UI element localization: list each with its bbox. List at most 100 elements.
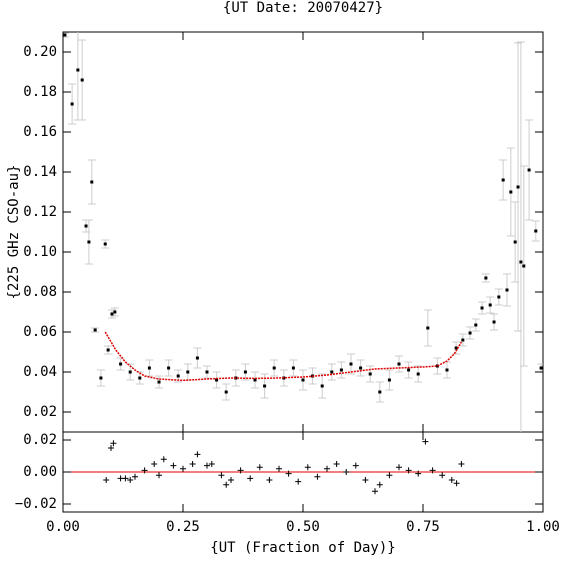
chart-title: {UT Date: 20070427} xyxy=(223,0,383,16)
data-point xyxy=(157,380,161,384)
residual-point xyxy=(189,461,196,467)
residual-point xyxy=(151,461,158,467)
data-point xyxy=(63,33,67,37)
residual-point xyxy=(204,462,210,469)
data-point xyxy=(106,348,110,352)
x-tick-label: 0.75 xyxy=(406,519,440,535)
data-point xyxy=(195,356,199,360)
data-point xyxy=(397,362,401,366)
residual-point xyxy=(362,477,369,483)
y-tick-label: 0.02 xyxy=(23,432,57,448)
x-tick-label: 0.00 xyxy=(46,519,80,535)
y-tick-label: 0.12 xyxy=(23,204,57,220)
data-point xyxy=(519,260,523,264)
data-point xyxy=(454,346,458,350)
residual-point xyxy=(228,477,234,483)
residual-point xyxy=(376,481,383,488)
data-point xyxy=(263,384,267,388)
residual-point xyxy=(160,456,167,463)
y-axis-label: {225 GHz CSO-au} xyxy=(6,165,22,300)
y-tick-label: 0.20 xyxy=(23,44,57,60)
residual-point xyxy=(237,467,244,474)
data-point xyxy=(205,370,209,374)
data-point xyxy=(301,378,305,382)
data-point xyxy=(497,295,501,299)
residual-point xyxy=(314,473,321,480)
y-tick-label: 0.16 xyxy=(23,124,57,140)
data-point xyxy=(93,328,97,332)
residual-point xyxy=(386,472,393,479)
data-point xyxy=(509,190,513,194)
residual-point xyxy=(122,475,129,482)
residual-point xyxy=(110,440,117,447)
data-point xyxy=(407,368,411,372)
data-point xyxy=(110,312,114,316)
data-point xyxy=(416,372,420,376)
residual-point xyxy=(223,481,230,488)
residual-point xyxy=(372,488,378,495)
residual-point xyxy=(156,472,162,479)
residual-point xyxy=(324,465,330,472)
residual-point xyxy=(285,470,292,477)
data-point xyxy=(468,331,472,335)
data-point xyxy=(176,374,180,378)
residual-point xyxy=(132,473,138,480)
data-point xyxy=(128,370,132,374)
data-point xyxy=(505,288,509,292)
data-point xyxy=(215,378,219,382)
residual-point xyxy=(127,477,134,483)
data-point xyxy=(87,240,91,244)
data-point xyxy=(534,229,538,233)
data-point xyxy=(272,366,276,370)
data-point xyxy=(339,368,343,372)
x-tick-label: 1.00 xyxy=(526,519,560,535)
x-axis-label: {UT (Fraction of Day)} xyxy=(210,540,395,556)
data-point xyxy=(474,323,478,327)
data-point xyxy=(488,303,492,307)
residual-point xyxy=(333,461,340,467)
data-point xyxy=(224,390,228,394)
y-tick-label: 0.08 xyxy=(23,284,57,300)
residual-point xyxy=(218,472,225,479)
data-point xyxy=(484,276,488,280)
residual-point xyxy=(343,469,350,475)
residual-point xyxy=(266,477,273,483)
data-point xyxy=(435,364,439,368)
residual-point xyxy=(458,461,465,467)
y-tick-label: −0.02 xyxy=(15,496,57,512)
data-point xyxy=(330,370,334,374)
data-point xyxy=(527,168,531,172)
axes: 0.02 0.04 0.06 0.08 0.10 0.12 0.14 0.16 0.18 0.20… xyxy=(15,32,560,535)
residual-point xyxy=(415,470,422,477)
data-point xyxy=(186,370,190,374)
residual-point xyxy=(439,472,446,479)
y-tick-label: 0.18 xyxy=(23,84,57,100)
bottom-plot xyxy=(63,438,543,495)
residual-point xyxy=(304,464,311,471)
residual-point xyxy=(194,451,201,458)
residual-point xyxy=(396,464,402,471)
y-tick-label: 0.14 xyxy=(23,164,57,180)
y-tick-label: 0.10 xyxy=(23,244,57,260)
residual-point xyxy=(276,465,282,472)
data-point xyxy=(291,366,295,370)
data-point xyxy=(359,366,363,370)
data-point xyxy=(138,376,142,380)
x-tick-label: 0.50 xyxy=(286,519,320,535)
residual-point xyxy=(247,475,254,482)
data-point xyxy=(492,320,496,324)
data-point xyxy=(320,384,324,388)
residual-point xyxy=(429,467,436,474)
y-tick-label: 0.06 xyxy=(23,324,57,340)
residual-point xyxy=(256,464,263,471)
y-tick-label: 0.02 xyxy=(23,404,57,420)
data-point xyxy=(461,338,465,342)
data-point xyxy=(501,178,505,182)
y-tick-label: 0.04 xyxy=(23,364,57,380)
data-point xyxy=(516,185,520,189)
data-point xyxy=(99,376,103,380)
data-point xyxy=(378,390,382,394)
data-point xyxy=(513,240,517,244)
y-tick-label: 0.00 xyxy=(23,464,57,480)
